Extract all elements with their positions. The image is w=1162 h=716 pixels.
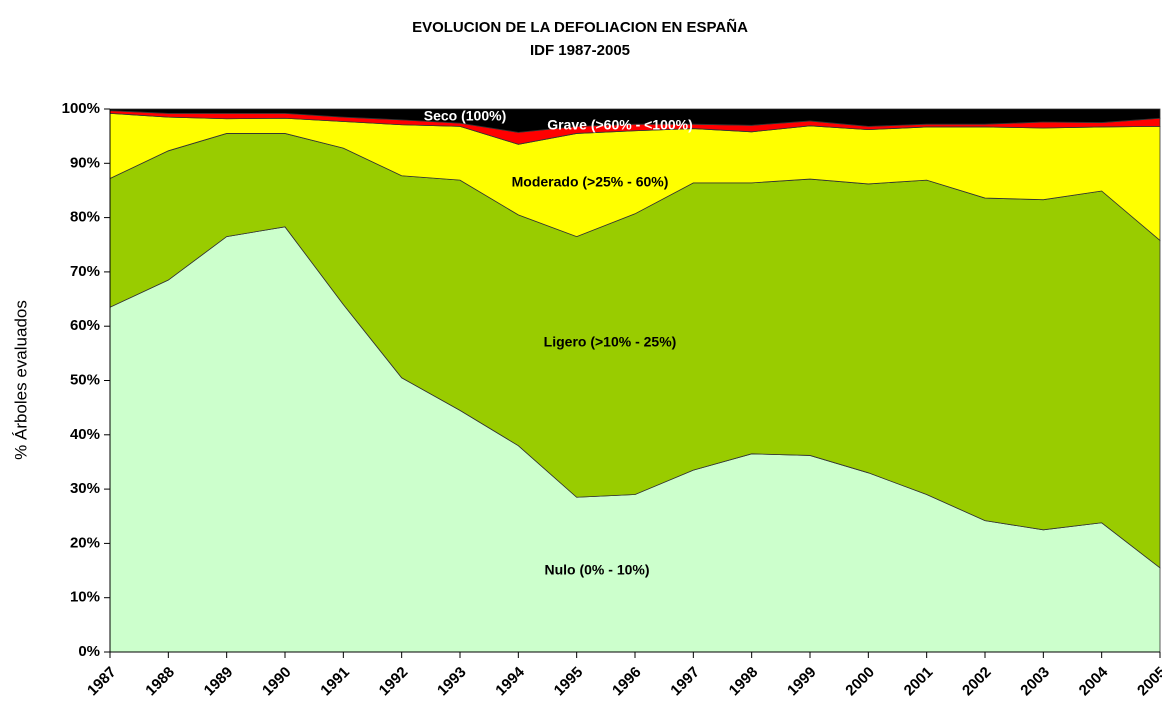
series-label: Grave (>60% - <100%) [547, 117, 693, 133]
x-tick-label: 1990 [259, 664, 295, 700]
y-tick-label: 40% [70, 426, 100, 443]
series-label: Seco (100%) [424, 108, 506, 124]
x-tick-label: 1998 [726, 664, 762, 700]
x-tick-label: 2003 [1017, 664, 1053, 700]
x-tick-label: 1993 [434, 664, 470, 700]
x-tick-label: 1992 [376, 664, 412, 700]
y-tick-label: 50% [70, 371, 100, 388]
x-tick-label: 1997 [667, 664, 703, 700]
y-tick-label: 80% [70, 209, 100, 226]
y-tick-label: 20% [70, 534, 100, 551]
x-tick-label: 1991 [317, 664, 353, 700]
x-tick-label: 1989 [201, 664, 237, 700]
x-tick-label: 2000 [842, 664, 878, 700]
x-tick-label: 2005 [1134, 664, 1162, 700]
x-tick-label: 1994 [492, 663, 528, 699]
y-tick-label: 30% [70, 480, 100, 497]
y-axis-label: % Árboles evaluados [11, 300, 30, 460]
x-tick-label: 1988 [142, 664, 178, 700]
series-label: Moderado (>25% - 60%) [512, 174, 669, 190]
x-tick-label: 2002 [959, 664, 995, 700]
y-tick-label: 10% [70, 589, 100, 606]
x-tick-label: 1987 [84, 664, 120, 700]
series-label: Nulo (0% - 10%) [544, 562, 649, 578]
chart-title: EVOLUCION DE LA DEFOLIACION EN ESPAÑA [412, 18, 748, 36]
series-label: Ligero (>10% - 25%) [544, 334, 677, 350]
chart-subtitle: IDF 1987-2005 [530, 42, 630, 59]
y-tick-label: 60% [70, 317, 100, 334]
y-tick-label: 0% [78, 643, 100, 660]
y-tick-label: 70% [70, 263, 100, 280]
y-tick-label: 100% [62, 100, 100, 117]
x-tick-label: 1996 [609, 664, 645, 700]
x-tick-label: 1995 [551, 664, 587, 700]
x-tick-label: 1999 [784, 664, 820, 700]
x-tick-label: 2001 [901, 664, 937, 700]
y-tick-label: 90% [70, 154, 100, 171]
area [109, 108, 1161, 133]
x-tick-label: 2004 [1076, 663, 1112, 699]
